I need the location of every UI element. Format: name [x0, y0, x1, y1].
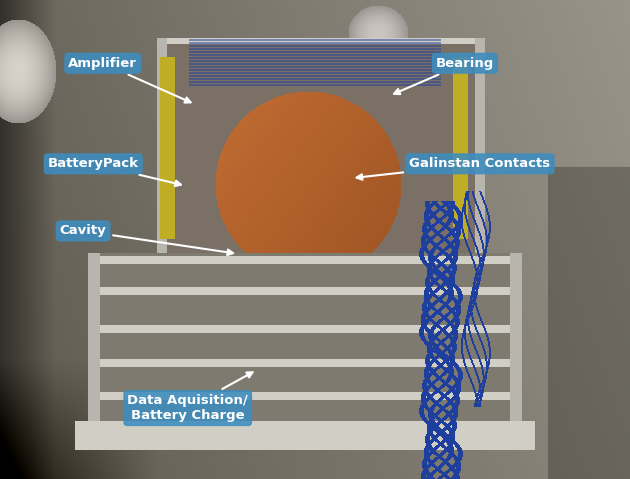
Text: BatteryPack: BatteryPack [48, 157, 181, 186]
Text: Galinstan Contacts: Galinstan Contacts [357, 157, 551, 180]
Text: Data Aquisition/
Battery Charge: Data Aquisition/ Battery Charge [127, 372, 253, 422]
Text: Bearing: Bearing [394, 57, 494, 94]
Text: Amplifier: Amplifier [68, 57, 191, 103]
Text: Cavity: Cavity [60, 224, 233, 255]
